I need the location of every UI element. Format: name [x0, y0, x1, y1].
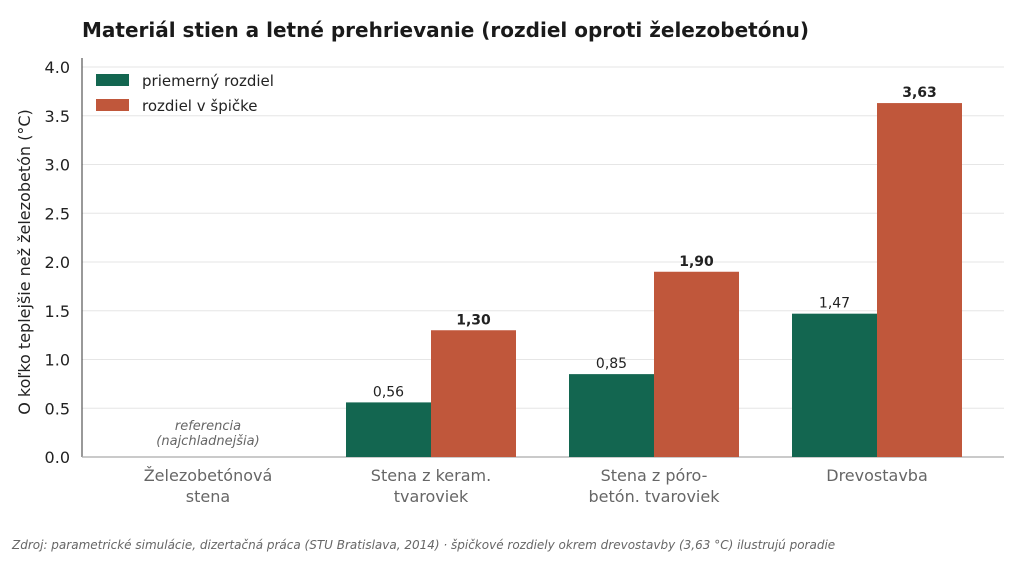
- legend-label: rozdiel v špičke: [142, 97, 258, 115]
- y-tick-label: 2.5: [45, 204, 70, 223]
- x-tick-labels: Železobetónová stena Stena z keram. tvarovi…: [144, 466, 928, 506]
- reference-note-line: (najchladnejšia): [156, 434, 259, 449]
- x-tick-label: betón. tvaroviek: [589, 487, 721, 506]
- bar-average: [792, 313, 877, 457]
- x-tick-label: Drevostavba: [826, 466, 928, 485]
- x-tick-label: Stena z póro-: [601, 466, 708, 485]
- y-tick-label: 3.5: [45, 107, 70, 126]
- y-tick-label: 1.0: [45, 351, 70, 370]
- legend-label: priemerný rozdiel: [142, 72, 274, 90]
- legend: priemerný rozdiel rozdiel v špičke: [96, 72, 274, 115]
- y-tick-label: 2.0: [45, 253, 70, 272]
- y-tick-labels: 0.0 0.5 1.0 1.5 2.0 2.5 3.0 3.5 4.0: [45, 58, 70, 467]
- chart-title: Materiál stien a letné prehrievanie (roz…: [82, 18, 809, 42]
- legend-swatch: [96, 74, 129, 86]
- bar-average: [569, 374, 654, 457]
- bar-peak: [654, 271, 739, 457]
- data-label: 1,30: [456, 312, 491, 328]
- y-axis-label: O koľko teplejšie než železobetón (°C): [15, 109, 34, 415]
- x-tick-label: tvaroviek: [394, 487, 469, 506]
- y-tick-label: 0.0: [45, 448, 70, 467]
- legend-swatch: [96, 99, 129, 111]
- y-tick-label: 4.0: [45, 58, 70, 77]
- y-tick-label: 3.0: [45, 156, 70, 175]
- x-tick-label: Stena z keram.: [371, 466, 491, 485]
- x-tick-label: stena: [186, 487, 230, 506]
- gridlines: [82, 66, 1004, 458]
- data-label: 0,85: [596, 356, 627, 372]
- bar-peak: [877, 103, 962, 457]
- y-tick-label: 1.5: [45, 302, 70, 321]
- data-label: 1,47: [819, 296, 850, 312]
- data-label: 1,90: [679, 254, 714, 270]
- value-labels: 0,56 1,30 0,85 1,90 1,47 3,63: [373, 85, 937, 400]
- data-label: 3,63: [902, 85, 937, 101]
- reference-annotation: referencia(najchladnejšia): [156, 419, 259, 449]
- reference-note-line: referencia: [175, 419, 241, 434]
- bar-average: [346, 402, 431, 457]
- bars: [346, 103, 962, 457]
- bar-peak: [431, 330, 516, 457]
- data-label: 0,56: [373, 384, 404, 400]
- y-tick-label: 0.5: [45, 399, 70, 418]
- source-note: Zdroj: parametrické simulácie, dizertačn…: [11, 538, 835, 552]
- x-tick-label: Železobetónová: [144, 466, 273, 485]
